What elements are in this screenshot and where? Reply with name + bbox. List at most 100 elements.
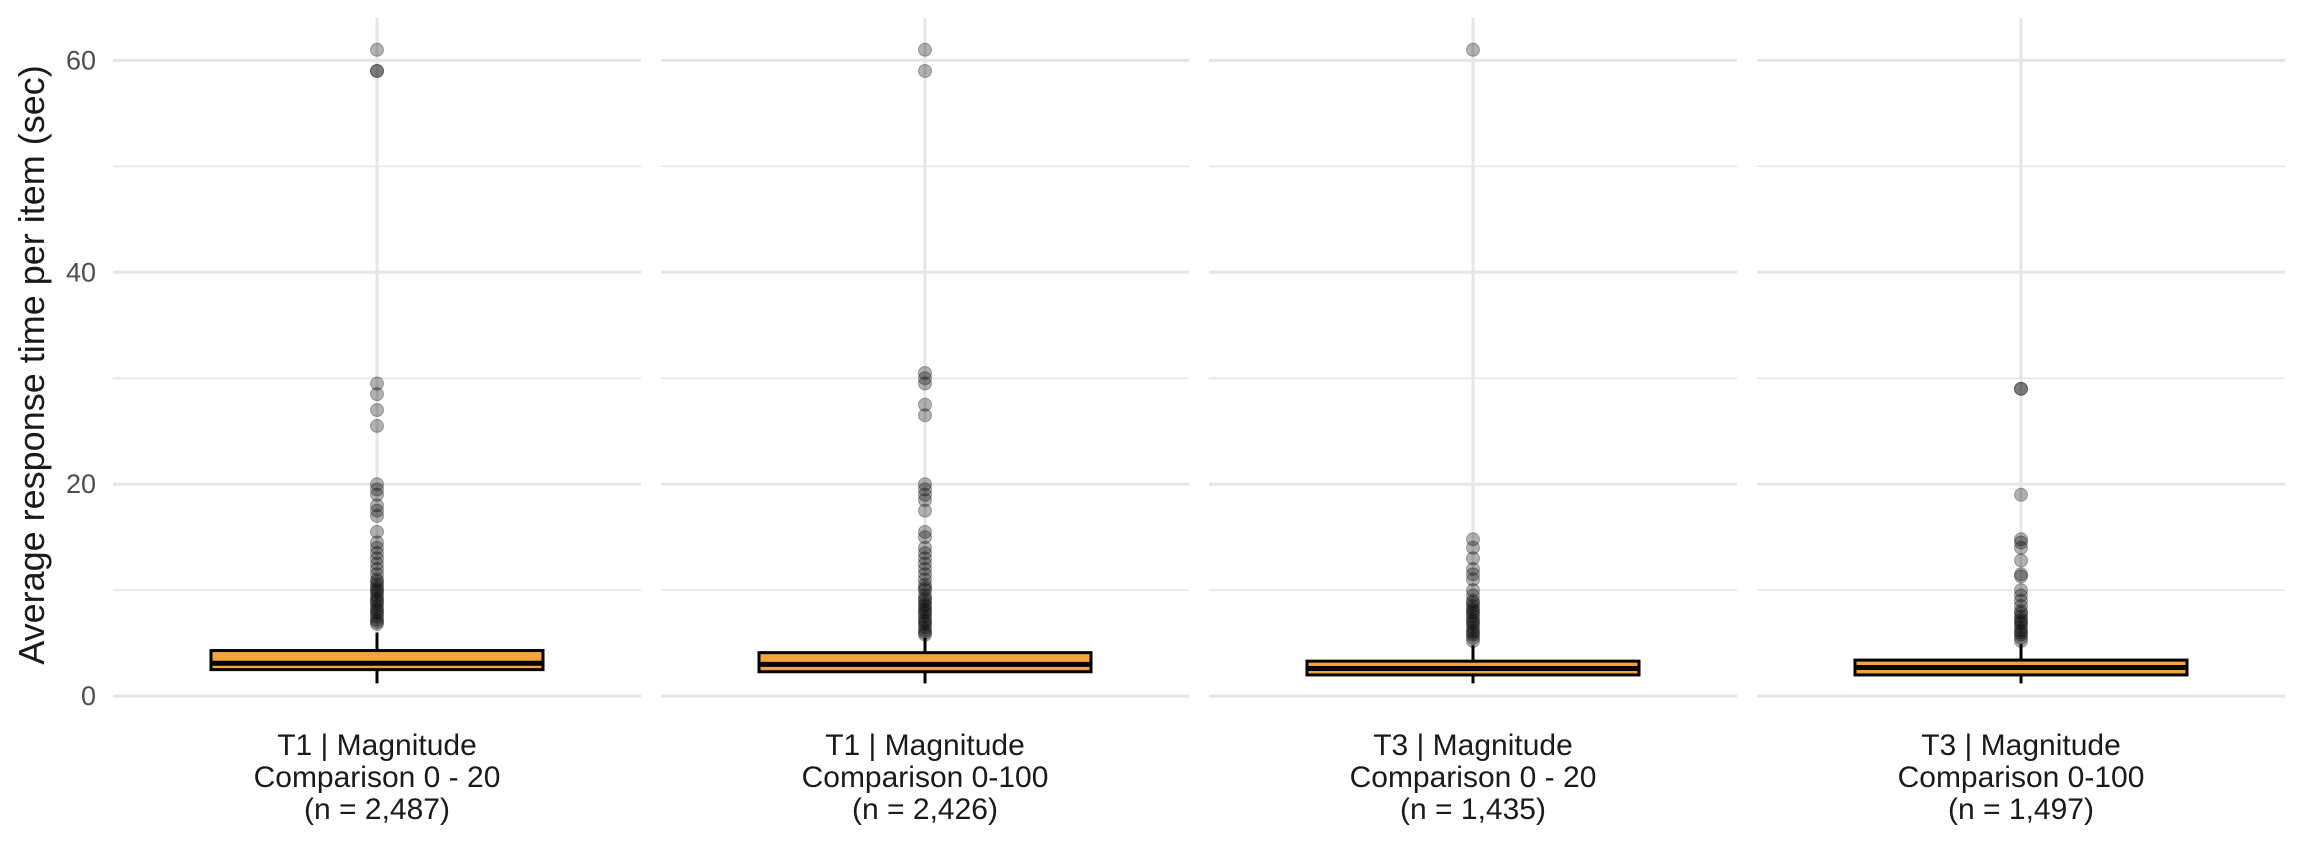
outlier-point bbox=[1466, 583, 1480, 598]
outlier-point bbox=[2014, 604, 2028, 619]
y-tick-label: 60 bbox=[66, 45, 96, 75]
outlier-point bbox=[1466, 551, 1480, 566]
outlier-point bbox=[918, 530, 932, 545]
outlier-point bbox=[1466, 612, 1480, 627]
outlier-point bbox=[1466, 617, 1480, 632]
outlier-point bbox=[370, 376, 384, 391]
outlier-point bbox=[1466, 567, 1480, 582]
outlier-point bbox=[2014, 588, 2028, 603]
outlier-point bbox=[918, 617, 932, 632]
outlier-point bbox=[370, 498, 384, 513]
outlier-point bbox=[370, 614, 384, 629]
outlier-point bbox=[2014, 617, 2028, 632]
outlier-point bbox=[370, 540, 384, 555]
outlier-point bbox=[2014, 381, 2028, 396]
outlier-point bbox=[918, 625, 932, 640]
outlier-point bbox=[2014, 599, 2028, 614]
outlier-point bbox=[918, 581, 932, 596]
outlier-point bbox=[918, 596, 932, 611]
category-label-line: Comparison 0-100 bbox=[1898, 761, 2145, 794]
outlier-point bbox=[918, 397, 932, 412]
outlier-point bbox=[918, 620, 932, 635]
outlier-point bbox=[370, 403, 384, 418]
outlier-point bbox=[918, 606, 932, 621]
outlier-point bbox=[918, 583, 932, 598]
y-axis-title: Average response time per item (sec) bbox=[11, 65, 52, 665]
outlier-point bbox=[918, 408, 932, 423]
category-label-line: Comparison 0 - 20 bbox=[254, 761, 501, 794]
outlier-point bbox=[370, 591, 384, 606]
outlier-point bbox=[2014, 532, 2028, 547]
outlier-point bbox=[2014, 540, 2028, 555]
outlier-point bbox=[370, 561, 384, 576]
category-label-line: (n = 1,497) bbox=[1948, 793, 2094, 826]
outlier-point bbox=[918, 593, 932, 608]
outlier-point bbox=[2014, 630, 2028, 645]
outlier-point bbox=[370, 546, 384, 561]
outlier-point bbox=[918, 524, 932, 539]
outlier-point bbox=[918, 487, 932, 502]
outlier-point bbox=[370, 606, 384, 621]
outlier-point bbox=[370, 599, 384, 614]
category-label-line: Comparison 0-100 bbox=[802, 761, 1049, 794]
outlier-point bbox=[1466, 625, 1480, 640]
outlier-point bbox=[1466, 623, 1480, 638]
outlier-point bbox=[2014, 612, 2028, 627]
outlier-point bbox=[918, 572, 932, 587]
category-label-line: T1 | Magnitude bbox=[825, 729, 1025, 762]
outlier-point bbox=[918, 365, 932, 380]
category-label-line: T1 | Magnitude bbox=[277, 729, 477, 762]
iqr-box bbox=[209, 649, 545, 672]
outlier-point bbox=[370, 595, 384, 610]
outlier-point bbox=[370, 609, 384, 624]
outlier-point bbox=[370, 602, 384, 617]
outlier-point bbox=[1466, 599, 1480, 614]
outlier-point bbox=[918, 477, 932, 492]
outlier-point bbox=[2014, 553, 2028, 568]
outlier-point bbox=[370, 617, 384, 632]
category-label-line: T3 | Magnitude bbox=[1373, 729, 1573, 762]
outlier-point bbox=[918, 63, 932, 78]
outlier-point bbox=[918, 588, 932, 603]
outlier-point bbox=[370, 593, 384, 608]
outlier-point bbox=[1466, 602, 1480, 617]
outlier-point bbox=[1466, 609, 1480, 624]
outlier-point bbox=[2014, 627, 2028, 642]
outlier-point bbox=[2014, 620, 2028, 635]
outlier-point bbox=[918, 623, 932, 638]
outlier-point bbox=[918, 482, 932, 497]
outlier-point bbox=[2014, 625, 2028, 640]
outlier-point bbox=[2014, 583, 2028, 598]
outlier-point bbox=[370, 567, 384, 582]
outlier-point bbox=[2014, 606, 2028, 621]
outlier-point bbox=[2014, 609, 2028, 624]
outlier-point bbox=[370, 508, 384, 523]
outlier-point bbox=[2014, 569, 2028, 584]
outlier-point bbox=[918, 577, 932, 592]
outlier-point bbox=[918, 591, 932, 606]
outlier-point bbox=[370, 524, 384, 539]
outlier-point bbox=[918, 371, 932, 386]
outlier-point bbox=[2014, 593, 2028, 608]
y-tick-label: 40 bbox=[66, 257, 96, 287]
outlier-point bbox=[1466, 606, 1480, 621]
outlier-point bbox=[918, 540, 932, 555]
outlier-point bbox=[370, 583, 384, 598]
outlier-point bbox=[2014, 381, 2028, 396]
outlier-point bbox=[370, 577, 384, 592]
outlier-point bbox=[370, 585, 384, 600]
outlier-point bbox=[1466, 634, 1480, 649]
outlier-point bbox=[1466, 614, 1480, 629]
outlier-point bbox=[370, 581, 384, 596]
category-label-line: (n = 2,426) bbox=[852, 793, 998, 826]
category-label-line: T3 | Magnitude bbox=[1921, 729, 2121, 762]
outlier-point bbox=[1466, 42, 1480, 57]
y-tick-label: 20 bbox=[66, 469, 96, 499]
outlier-point bbox=[1466, 593, 1480, 608]
outlier-point bbox=[918, 609, 932, 624]
outlier-point bbox=[1466, 595, 1480, 610]
